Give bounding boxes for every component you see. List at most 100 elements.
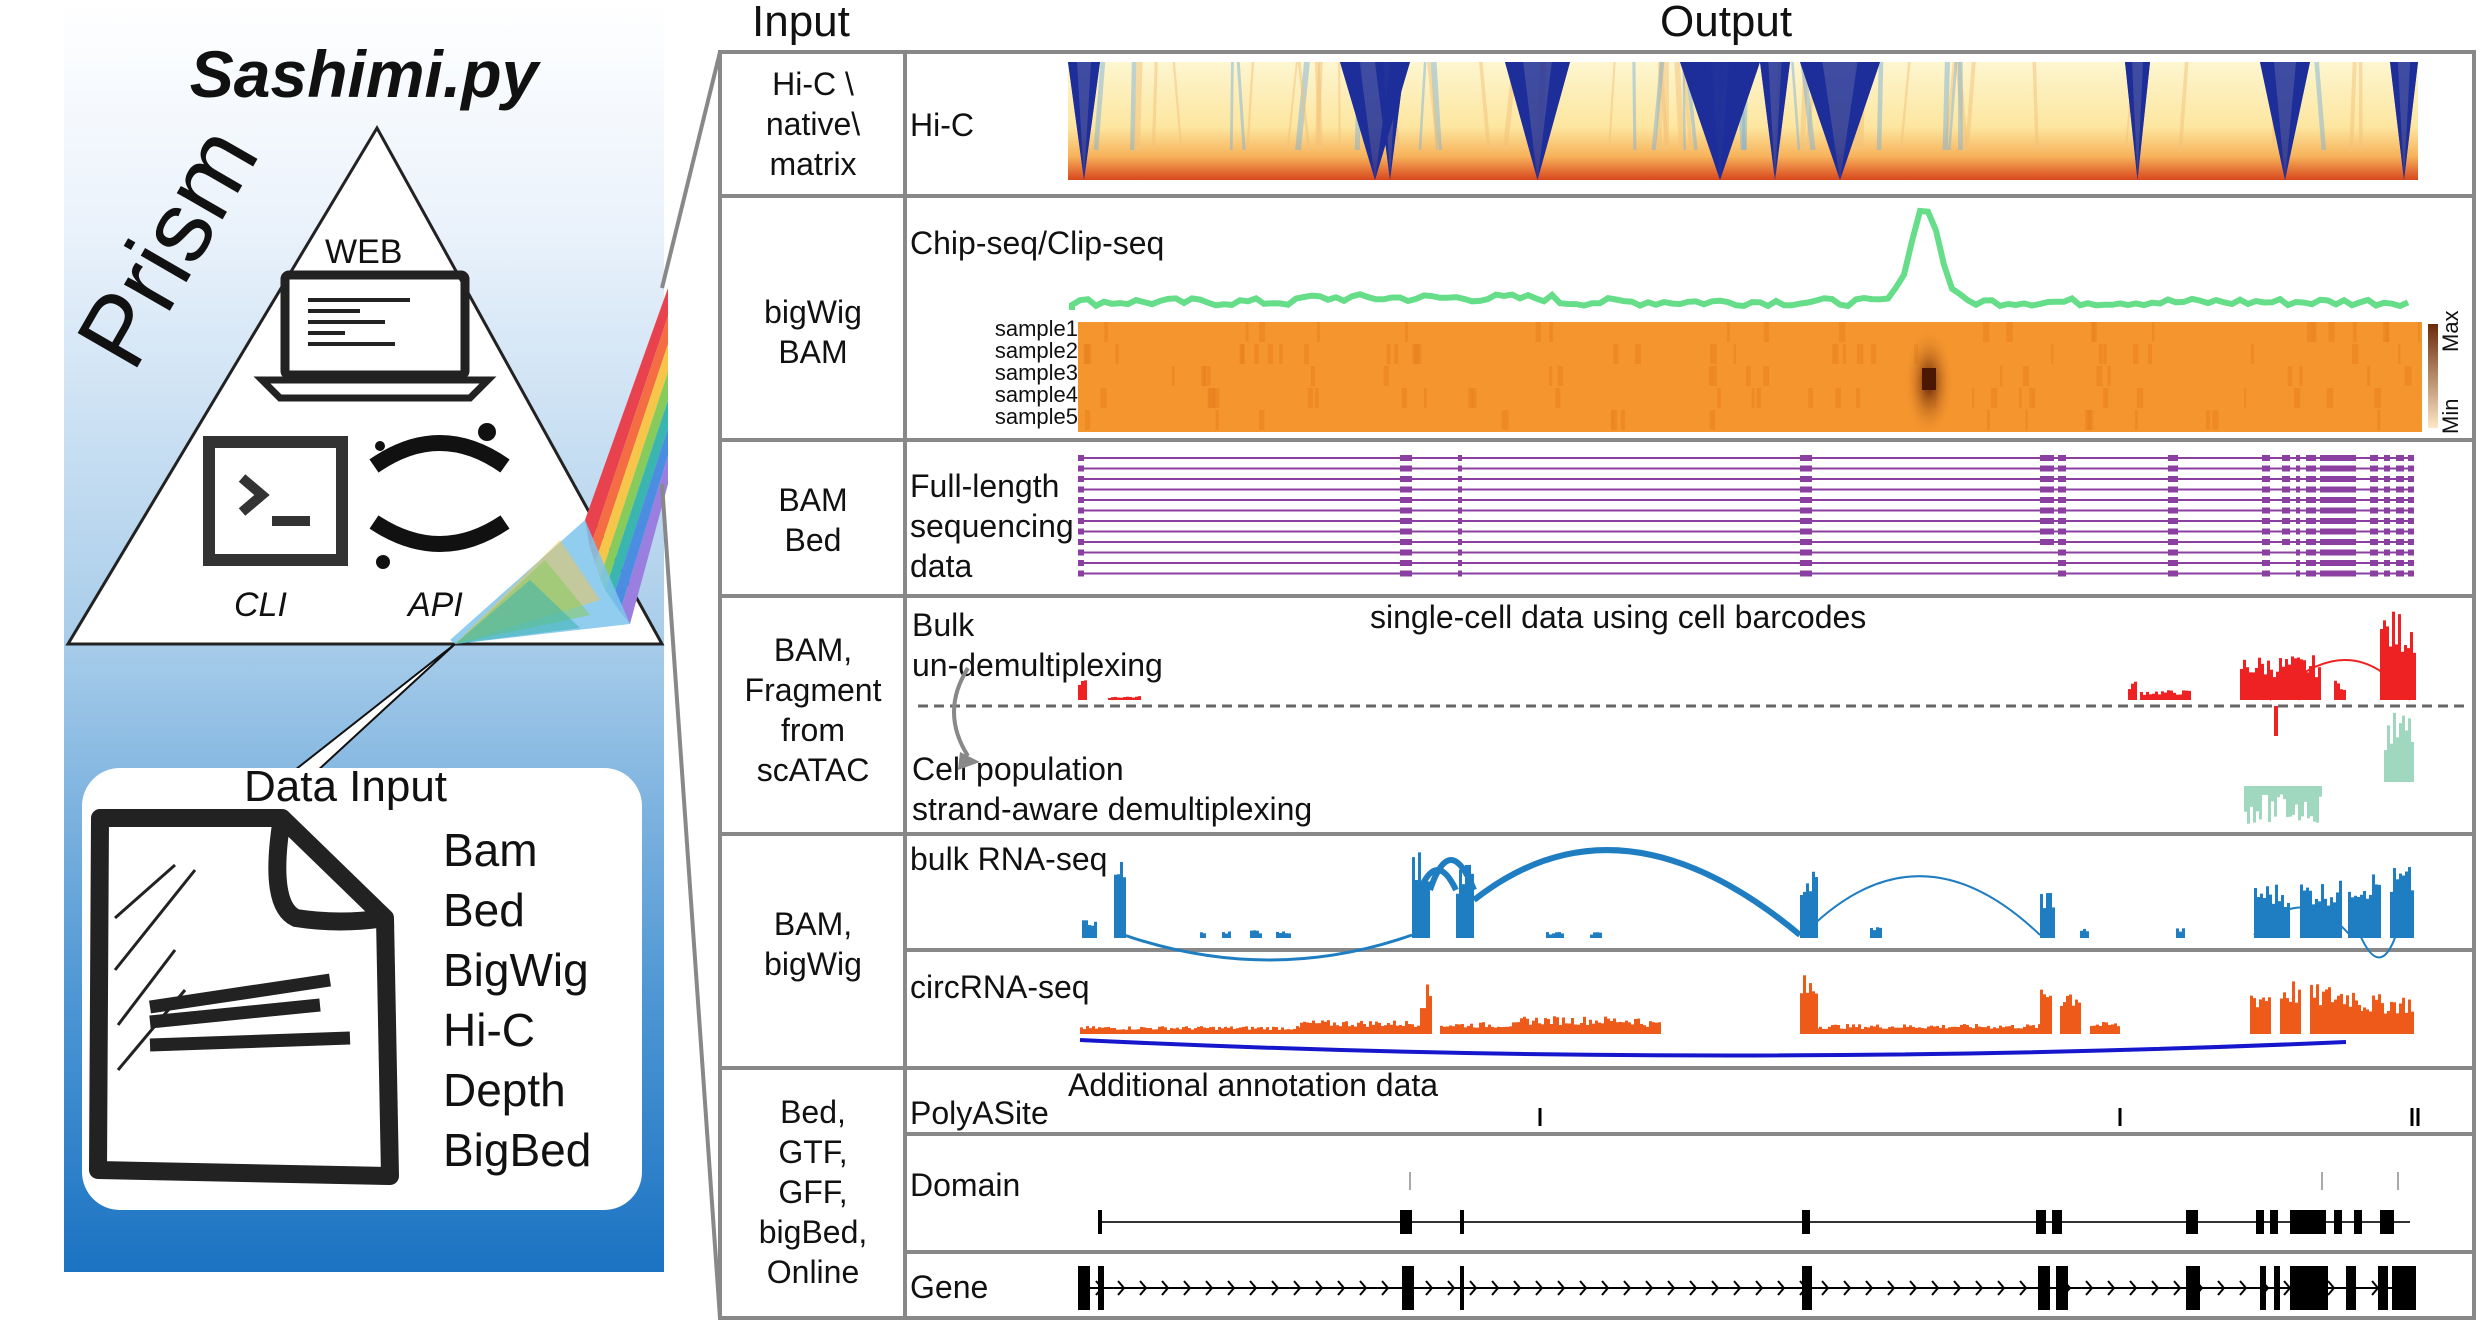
read-exon bbox=[1078, 549, 1084, 556]
circ-bar bbox=[2014, 1028, 2017, 1034]
circ-bar bbox=[1119, 1029, 1122, 1034]
hic-streak bbox=[1674, 61, 1685, 151]
rna-bar bbox=[2348, 891, 2351, 938]
heatmap-cell bbox=[1085, 410, 1091, 430]
heatmap-cell bbox=[1212, 388, 1220, 408]
heatmap-cell bbox=[1990, 388, 1998, 408]
format-item: BigWig bbox=[443, 944, 589, 996]
sc-bulk-bar bbox=[2380, 629, 2383, 700]
hic-streak bbox=[1607, 61, 1616, 151]
sc-pop-bar-neg bbox=[2283, 786, 2286, 800]
heatmap-cell bbox=[1304, 344, 1309, 364]
circ-bar bbox=[1828, 1026, 1831, 1034]
splice-junction bbox=[2359, 934, 2397, 959]
input-header: Input bbox=[752, 0, 850, 46]
circ-bar bbox=[1649, 1021, 1652, 1034]
circ-bar bbox=[1143, 1027, 1146, 1034]
read-exon bbox=[2408, 497, 2414, 503]
circ-bar bbox=[1390, 1024, 1393, 1034]
sc-bulk-bar bbox=[2276, 671, 2279, 700]
circ-bar bbox=[1306, 1022, 1309, 1034]
circ-bar bbox=[1224, 1026, 1227, 1034]
circ-bar bbox=[2334, 999, 2337, 1034]
read-exon bbox=[2384, 560, 2390, 566]
rna-bar bbox=[2402, 875, 2405, 938]
heatmap-cell bbox=[2093, 322, 2097, 342]
circ-bar bbox=[1185, 1026, 1188, 1034]
rna-bar bbox=[1806, 883, 1809, 938]
format-item: Bed bbox=[443, 884, 525, 936]
sc-bulk-bar bbox=[2273, 677, 2276, 700]
strand-arrow bbox=[1337, 1280, 1346, 1296]
rna-bar bbox=[2405, 871, 2408, 938]
heatmap-cell bbox=[1267, 344, 1274, 364]
read-exon bbox=[2168, 539, 2178, 545]
heatmap-cell bbox=[2374, 388, 2382, 408]
heatmap-cell bbox=[2019, 388, 2022, 408]
circ-bar bbox=[1336, 1025, 1339, 1034]
sc-bulk-bar bbox=[2315, 677, 2318, 700]
track-label-gene: Gene bbox=[910, 1269, 989, 1305]
circ-bar bbox=[1553, 1016, 1556, 1034]
strand-arrow bbox=[1601, 1280, 1610, 1296]
rna-bar bbox=[1088, 925, 1091, 938]
circ-bar bbox=[2378, 994, 2381, 1034]
read-exon bbox=[1078, 539, 1084, 545]
hic-streak bbox=[1236, 61, 1246, 151]
sc-bulk-bar bbox=[1123, 697, 1126, 700]
web-label: WEB bbox=[325, 233, 403, 271]
sc-pop-bar bbox=[2408, 718, 2411, 782]
circ-bar bbox=[1825, 1028, 1828, 1034]
heatmap-cell bbox=[1201, 366, 1205, 386]
circ-bar bbox=[1975, 1024, 1978, 1034]
read-exon bbox=[2306, 528, 2316, 535]
rna-bar bbox=[2083, 928, 2086, 938]
circ-bar bbox=[1619, 1021, 1622, 1034]
circ-bar bbox=[2066, 995, 2069, 1034]
gene-exon bbox=[1402, 1266, 1414, 1310]
strand-arrow bbox=[2217, 1280, 2226, 1296]
strand-arrow bbox=[1447, 1280, 1456, 1296]
rna-bar bbox=[2339, 880, 2342, 938]
hic-streak bbox=[1651, 61, 1665, 151]
read-exon bbox=[2396, 497, 2404, 503]
circ-bar bbox=[1272, 1026, 1275, 1034]
heatmap-cell bbox=[2006, 322, 2013, 342]
circ-bar bbox=[2008, 1026, 2011, 1034]
read-exon bbox=[1400, 539, 1412, 545]
circ-bar bbox=[1476, 1027, 1479, 1034]
strand-arrow bbox=[1183, 1280, 1192, 1296]
read-exon bbox=[2282, 528, 2290, 535]
circ-bar bbox=[2384, 1013, 2387, 1034]
circ-bar bbox=[2026, 1024, 2029, 1034]
gene-exon bbox=[2290, 1266, 2328, 1310]
circ-bar bbox=[2108, 1024, 2111, 1034]
read-exon bbox=[2320, 507, 2356, 514]
read-exon bbox=[2370, 539, 2378, 545]
circ-bar bbox=[1658, 1022, 1661, 1034]
circ-bar bbox=[2381, 1003, 2384, 1034]
read-exon bbox=[1458, 549, 1462, 556]
heatmap-cell bbox=[1171, 366, 1175, 386]
sc-bulk-junction bbox=[2261, 679, 2301, 701]
read-exon bbox=[2040, 528, 2054, 535]
circ-bar bbox=[1251, 1026, 1254, 1034]
read-exon bbox=[2168, 486, 2178, 493]
heatmap-cell bbox=[2107, 366, 2111, 386]
circ-bar bbox=[1834, 1024, 1837, 1034]
circ-bar bbox=[1479, 1022, 1482, 1034]
sc-bulk-bar bbox=[2340, 689, 2343, 700]
rna-bar bbox=[2266, 886, 2269, 938]
format-item: Hi-C bbox=[443, 1004, 535, 1056]
rna-bar bbox=[2315, 898, 2318, 938]
circ-bar bbox=[1921, 1028, 1924, 1034]
circ-bar bbox=[1969, 1027, 1972, 1034]
circ-bar bbox=[1544, 1018, 1547, 1034]
heatmap-cell bbox=[2051, 344, 2054, 364]
domain-block bbox=[2290, 1210, 2326, 1234]
read-exon bbox=[2262, 570, 2270, 577]
read-exon bbox=[1078, 560, 1084, 566]
circ-bar bbox=[2020, 1028, 2023, 1034]
circ-bar bbox=[1402, 1025, 1405, 1034]
heatmap-cell bbox=[1756, 388, 1761, 408]
